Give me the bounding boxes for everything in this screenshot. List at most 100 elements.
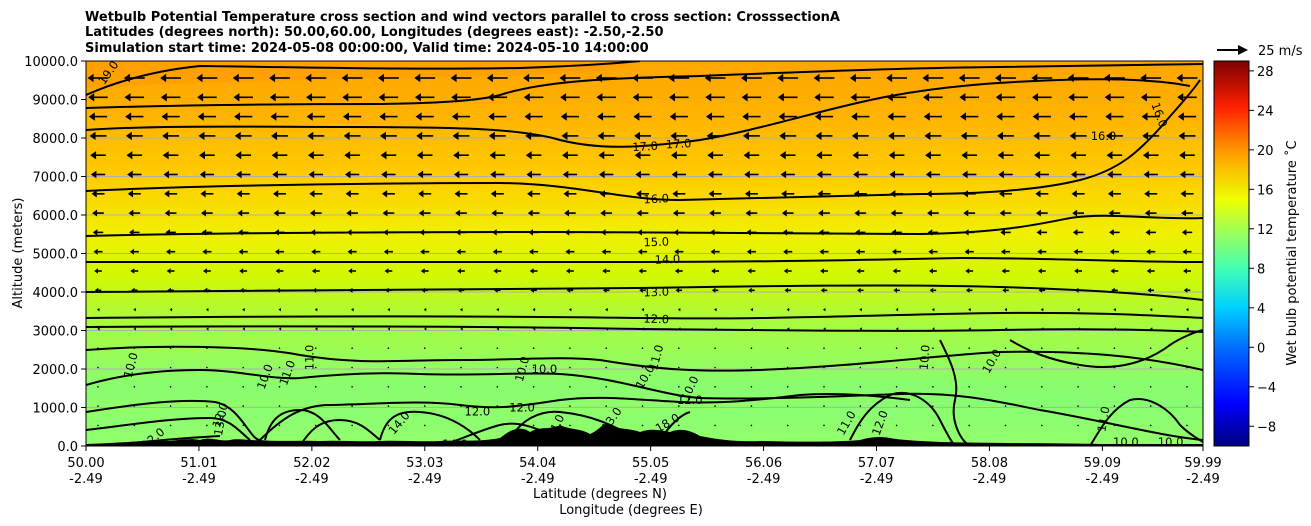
wind-vector-head [635, 170, 641, 179]
wind-vector-head [164, 190, 170, 198]
wind-vector-dot [532, 405, 535, 407]
wind-vector-head [1145, 229, 1151, 236]
wind-vector-head [962, 170, 968, 179]
wind-vector-dot [532, 386, 535, 388]
wind-vector-head [1004, 307, 1007, 312]
wind-vector-dot [895, 424, 898, 427]
chart-title-line-3: Simulation start time: 2024-05-08 00:00:… [85, 41, 649, 56]
wind-vector-head [1183, 268, 1188, 274]
wind-vector-head [672, 190, 678, 198]
colorbar-tick-label: 0 [1257, 341, 1265, 356]
wind-vector-head [524, 112, 531, 121]
wind-vector-head [1077, 307, 1080, 312]
wind-vector-dot [895, 366, 898, 369]
wind-vector-head [741, 93, 748, 102]
wind-vector-head [453, 170, 460, 179]
wind-vector-dot [823, 405, 825, 407]
wind-vector-dot [823, 386, 825, 388]
wind-vector-head [451, 112, 458, 121]
wind-vector-dot [242, 386, 244, 388]
colorbar-tick-label: 20 [1257, 144, 1274, 159]
wind-vector-head [307, 131, 314, 141]
wind-vector-head [961, 151, 968, 160]
wind-vector-head [786, 307, 790, 312]
wind-vector-head [452, 131, 459, 141]
x-tick-label-lat: 50.00 [67, 456, 104, 471]
wind-vector-dot [387, 366, 390, 369]
wind-vector-head [309, 209, 315, 217]
wind-vector-head [305, 73, 312, 83]
wind-vector-head [600, 209, 606, 217]
wind-vector-head [1143, 170, 1150, 179]
wind-vector-head [455, 209, 461, 217]
x-tick-label-lon: -2.49 [634, 472, 668, 487]
wind-vector-head [816, 151, 823, 160]
wind-vector-head [269, 73, 276, 83]
wind-vector-head [925, 170, 932, 179]
wind-vector-dot [1004, 386, 1007, 388]
wind-vector-head [562, 151, 568, 160]
wind-vector-head [1144, 209, 1150, 217]
wind-vector-head [927, 209, 932, 217]
wind-vector-dot [1113, 405, 1116, 407]
wind-vector-head [1181, 229, 1187, 236]
wind-vector-head [777, 73, 784, 83]
wind-vector-head [1179, 170, 1186, 179]
contour-label: 13.0 [643, 285, 669, 300]
x-tick-label-lon: -2.49 [860, 472, 894, 487]
wind-vector-head [851, 112, 858, 121]
wind-vector-head [1181, 209, 1187, 217]
contour-line-16 [86, 79, 1201, 202]
wind-vector-head [381, 190, 388, 198]
contour-label-text: 13.0 [643, 285, 669, 300]
wind-vector-head [777, 93, 784, 102]
wind-vector-head [779, 131, 786, 141]
colorbar-frame [1213, 60, 1250, 447]
x-tick-label-lat: 54.04 [519, 456, 556, 471]
wind-vector-head [274, 248, 280, 255]
wind-vector-head [672, 209, 678, 217]
wind-vector-dot [351, 366, 353, 369]
wind-vector-head [675, 287, 680, 293]
wind-vector-dot [1041, 366, 1043, 369]
wind-vector-head [559, 73, 566, 83]
wind-vector-head [1146, 248, 1151, 255]
wind-vector-dot [678, 347, 680, 350]
wind-vector-dot [968, 347, 970, 350]
wind-vector-dot [242, 405, 244, 407]
wind-vector-head [133, 307, 136, 312]
wind-vector-head [1176, 73, 1183, 83]
wind-vector-head [1037, 248, 1042, 255]
wind-vector-head [97, 327, 100, 331]
contour-line-11-east [849, 392, 956, 446]
wind-vector-head [854, 209, 860, 217]
wind-vector-head [489, 151, 496, 160]
wind-vector-head [162, 151, 169, 160]
wind-vector-dot [786, 386, 789, 388]
wind-vector-dot [569, 386, 571, 388]
contour-line-12-mid [86, 325, 1203, 333]
wind-vector-head [779, 151, 786, 160]
wind-vector-head [565, 268, 570, 274]
wind-vector-head [1104, 93, 1111, 102]
wind-vector-head [745, 209, 751, 217]
wind-vector-head [744, 170, 750, 179]
wind-vector-head [707, 151, 714, 160]
wind-vector-dot [1004, 405, 1007, 407]
wind-vector-dot [169, 424, 172, 427]
wind-vector-head [1113, 307, 1116, 312]
wind-vector-head [384, 268, 389, 274]
wind-vector-head [925, 151, 931, 160]
wind-vector-head [197, 93, 204, 102]
wind-vector-head [705, 93, 712, 102]
wind-vector-head [196, 73, 203, 83]
wind-vector-head [639, 287, 643, 293]
wind-vector-head [888, 131, 895, 141]
wind-vector-dot [1041, 405, 1043, 407]
wind-vector-head [459, 307, 463, 312]
wind-vector-head [822, 307, 826, 312]
wind-vector-head [638, 268, 643, 274]
wind-vector-head [743, 151, 750, 160]
wind-vector-dot [750, 347, 753, 350]
wind-vector-head [351, 307, 354, 312]
